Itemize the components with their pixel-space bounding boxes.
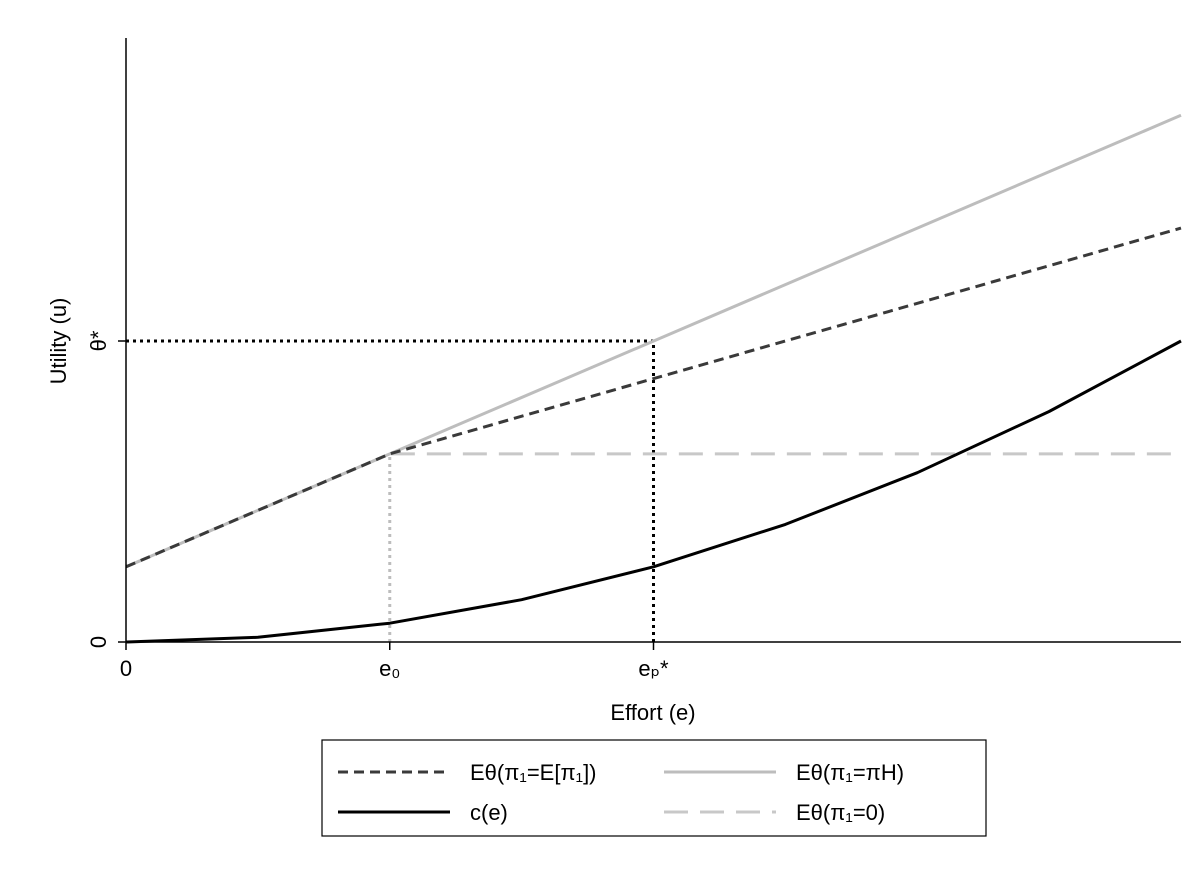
x-axis-label: Effort (e) (610, 700, 695, 725)
legend: Eθ(π₁=E[π₁]) Eθ(π₁=πH) c(e) Eθ(π₁=0) (321, 739, 987, 837)
legend-label-1: Eθ(π₁=πH) (796, 760, 904, 785)
x-tick-label-1: e₀ (379, 656, 400, 681)
series-line-0 (125, 226, 1182, 569)
legend-label-2: c(e) (470, 800, 508, 825)
series-line-1 (125, 113, 1182, 569)
y-tick-label-1: θ* (86, 330, 111, 351)
x-tick-label-0: 0 (120, 656, 132, 681)
legend-label-3: Eθ(π₁=0) (796, 800, 885, 825)
y-axis-label: Utility (u) (46, 298, 71, 385)
y-tick-label-0: 0 (86, 636, 111, 648)
x-tick-label-2: eₚ* (638, 656, 669, 681)
series-lines (125, 113, 1182, 644)
series-line-2 (125, 339, 1182, 644)
reference-lines (126, 339, 655, 642)
ticks: 0 e₀ eₚ* 0 θ* (86, 330, 669, 681)
legend-label-0: Eθ(π₁=E[π₁]) (470, 760, 597, 785)
legend-box (321, 739, 987, 837)
